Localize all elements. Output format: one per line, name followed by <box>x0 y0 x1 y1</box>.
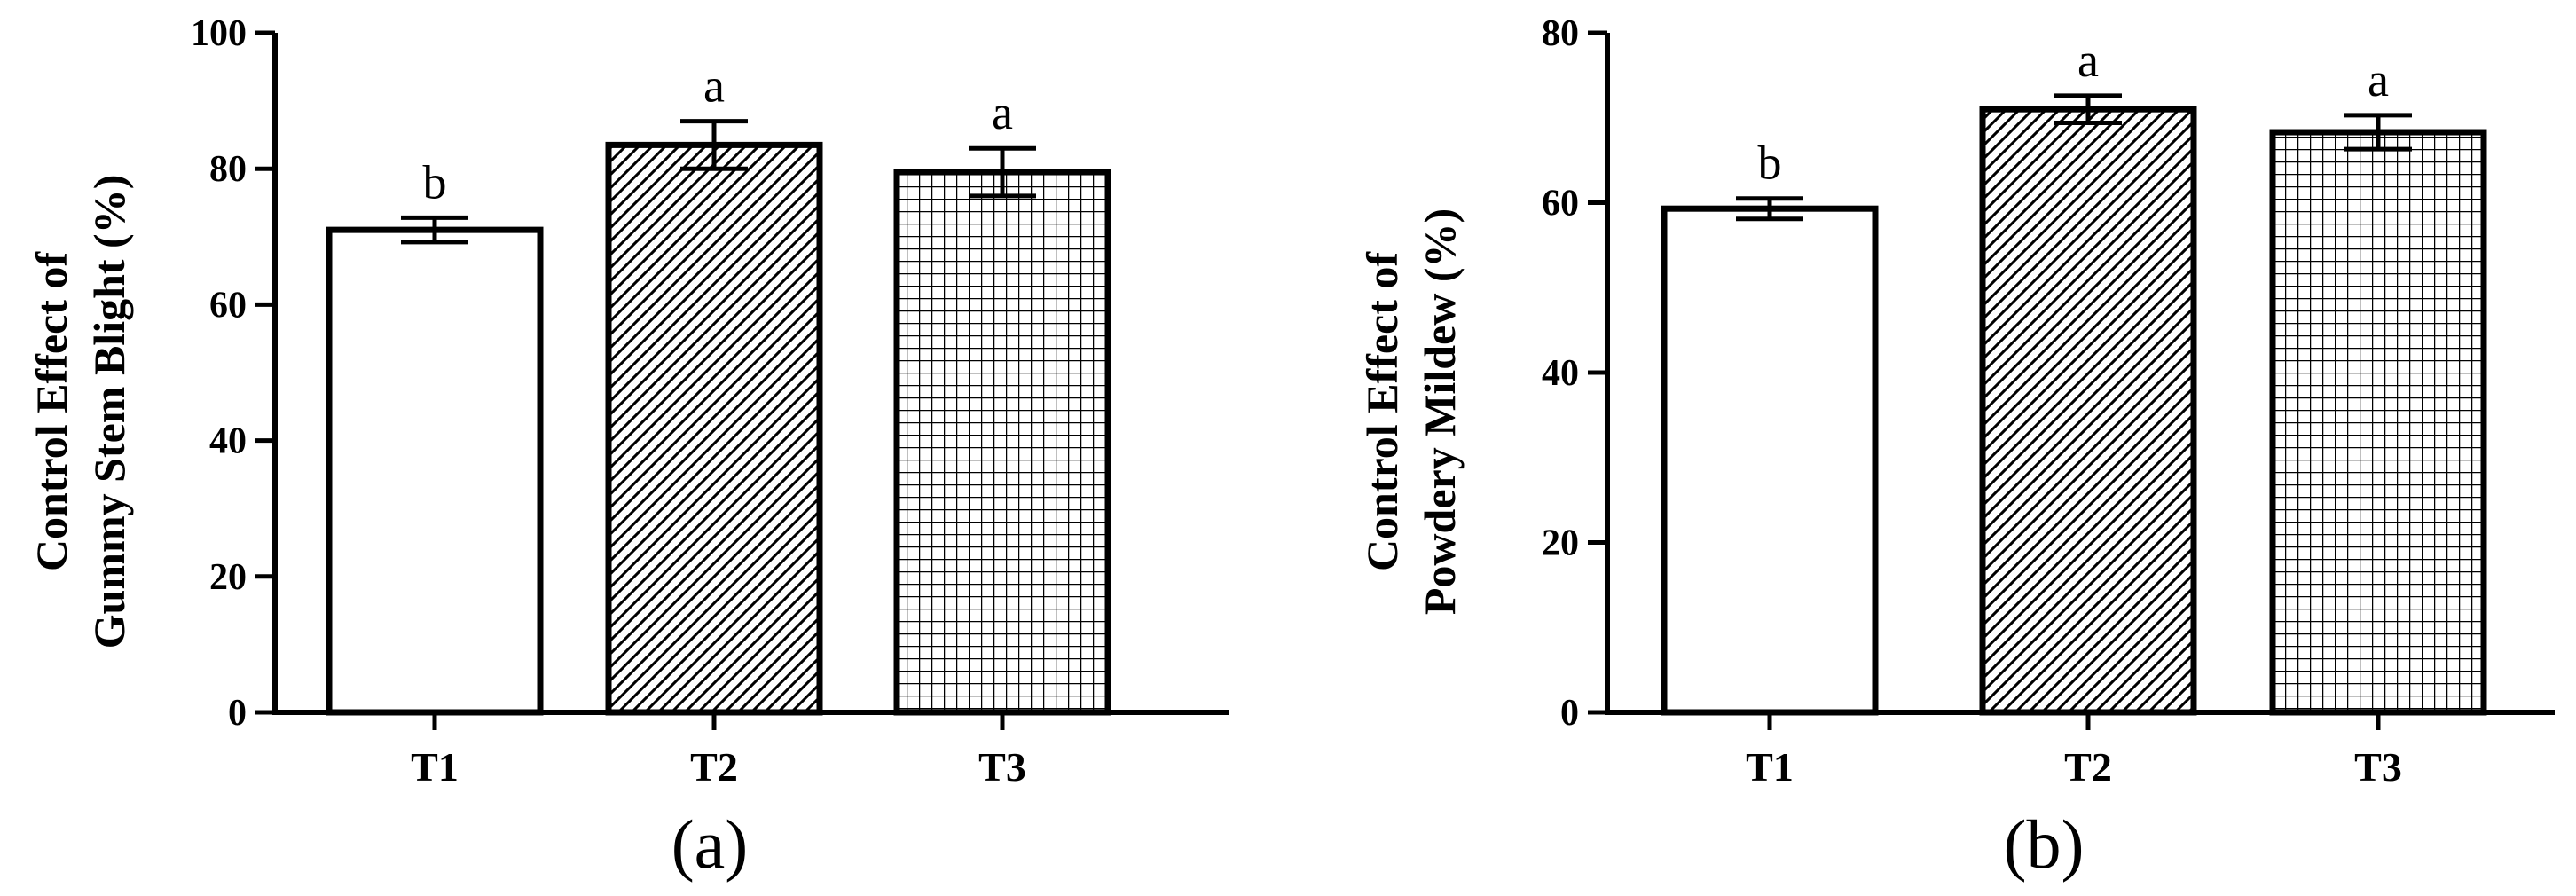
x-tick-label-b-t2: T2 <box>2064 744 2112 790</box>
y-tick-label-a-2: 40 <box>209 421 247 462</box>
y-axis-a: 0 20 40 60 80 100 <box>191 13 275 734</box>
y-axis-label-b-line1: Control Effect of <box>1357 251 1407 571</box>
bars-b: b a a <box>1661 34 2487 716</box>
y-tick-label-b-1: 20 <box>1542 523 1579 564</box>
significance-label-b-t1: b <box>1758 137 1782 190</box>
x-tick-label-b-t3: T3 <box>2354 744 2402 790</box>
error-bar-a-t2 <box>680 119 748 171</box>
y-tick-label-b-2: 40 <box>1542 353 1579 394</box>
significance-label-a-t1: b <box>423 155 447 208</box>
error-bar-b-t2 <box>2054 93 2122 125</box>
x-tick-label-b-t1: T1 <box>1746 744 1794 790</box>
significance-label-b-t3: a <box>2368 53 2389 106</box>
y-tick-label-b-3: 60 <box>1542 184 1579 224</box>
error-bar-a-t3 <box>969 145 1036 199</box>
significance-label-a-t3: a <box>992 86 1013 139</box>
x-axis-b: T1 T2 T3 <box>1746 712 2402 790</box>
significance-label-b-t2: a <box>2077 34 2099 87</box>
y-axis-label-b-line2: Powdery Mildew (%) <box>1415 208 1465 615</box>
bar-a-t1 <box>326 226 544 716</box>
y-tick-label-a-3: 60 <box>209 285 247 326</box>
panel-label-a: (a) <box>671 806 749 883</box>
y-axis-label-a-line1: Control Effect of <box>27 251 76 571</box>
y-axis-label-a-line2: Gummy Stem Blight (%) <box>84 175 134 649</box>
error-bar-b-t1 <box>1736 196 1803 222</box>
y-tick-label-a-1: 20 <box>209 557 247 598</box>
y-tick-label-b-4: 80 <box>1542 13 1579 54</box>
y-tick-label-a-0: 0 <box>228 693 247 734</box>
y-tick-label-b-0: 0 <box>1560 693 1579 734</box>
y-axis-b: 0 20 40 60 80 <box>1542 13 1607 734</box>
y-tick-label-a-4: 80 <box>209 149 247 190</box>
x-tick-label-a-t1: T1 <box>411 744 459 790</box>
bar-a-t3 <box>893 169 1111 716</box>
panel-label-b: (b) <box>2004 806 2085 883</box>
bar-b-t3 <box>2269 129 2487 716</box>
x-tick-label-a-t3: T3 <box>978 744 1026 790</box>
bar-b-t1 <box>1661 205 1879 716</box>
error-bar-b-t3 <box>2344 113 2412 152</box>
chart-panel-a: Control Effect of Gummy Stem Blight (%) … <box>27 13 1229 883</box>
bars-a: b a a <box>326 59 1111 716</box>
x-tick-label-a-t2: T2 <box>690 744 738 790</box>
error-bar-a-t1 <box>401 215 468 245</box>
bar-a-t2 <box>605 141 823 716</box>
y-axis-title-a: Control Effect of Gummy Stem Blight (%) <box>27 175 134 649</box>
bar-b-t2 <box>1979 106 2197 716</box>
y-tick-label-a-5: 100 <box>191 13 247 54</box>
y-axis-title-b: Control Effect of Powdery Mildew (%) <box>1357 208 1465 615</box>
significance-label-a-t2: a <box>703 59 725 113</box>
chart-panel-b: Control Effect of Powdery Mildew (%) 0 20… <box>1357 13 2555 883</box>
x-axis-a: T1 T2 T3 <box>411 712 1026 790</box>
